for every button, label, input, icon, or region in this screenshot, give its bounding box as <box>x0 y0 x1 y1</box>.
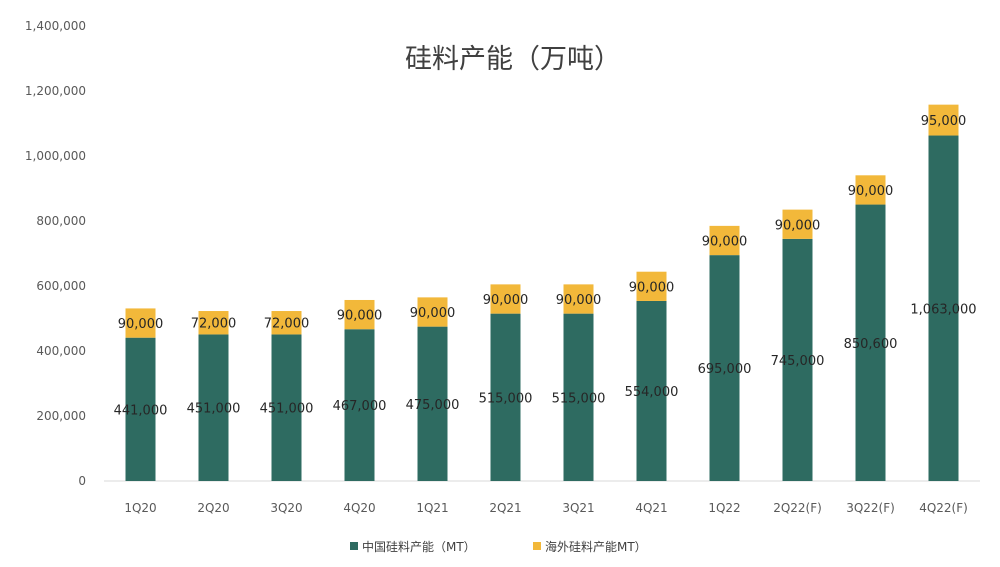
bar-china <box>928 135 959 481</box>
data-label-china: 451,000 <box>260 402 314 417</box>
y-tick-label: 1,000,000 <box>25 149 86 163</box>
y-tick-label: 1,400,000 <box>25 19 86 33</box>
data-label-china: 554,000 <box>625 385 679 400</box>
bar-overseas <box>490 284 521 314</box>
data-label-china: 515,000 <box>479 391 533 406</box>
x-tick-label: 4Q22(F) <box>919 501 968 515</box>
legend-swatch <box>533 542 541 550</box>
data-label-overseas: 90,000 <box>556 293 602 308</box>
y-tick-label: 1,200,000 <box>25 84 86 98</box>
bar-china <box>271 334 302 481</box>
x-tick-label: 1Q22 <box>708 501 740 515</box>
chart-title: 硅料产能（万吨） <box>405 44 621 75</box>
data-label-china: 515,000 <box>552 391 606 406</box>
bar-overseas <box>417 297 448 327</box>
data-label-overseas: 90,000 <box>410 306 456 321</box>
data-label-china: 467,000 <box>333 399 387 414</box>
y-axis-ticks: 0 200,000 400,000 600,000 800,000 1,000,000 1,… <box>25 19 86 488</box>
bar-overseas <box>636 271 667 301</box>
data-label-china: 1,063,000 <box>910 302 976 317</box>
bar-overseas <box>271 311 302 335</box>
x-tick-label: 1Q20 <box>124 501 156 515</box>
x-tick-label: 2Q22(F) <box>773 501 822 515</box>
data-label-overseas: 90,000 <box>118 317 164 332</box>
bar-overseas <box>563 284 594 314</box>
bar-china <box>855 204 886 481</box>
y-tick-label: 0 <box>78 474 86 488</box>
bar-china <box>563 313 594 481</box>
bar-overseas <box>855 175 886 205</box>
y-tick-label: 200,000 <box>36 409 86 423</box>
x-tick-label: 3Q22(F) <box>846 501 895 515</box>
bar-overseas <box>709 225 740 256</box>
x-tick-label: 2Q21 <box>489 501 521 515</box>
bars <box>125 104 959 481</box>
data-label-overseas: 90,000 <box>337 309 383 324</box>
data-label-overseas: 90,000 <box>848 184 894 199</box>
x-tick-label: 2Q20 <box>197 501 229 515</box>
data-label-overseas: 72,000 <box>264 317 310 332</box>
legend-swatch <box>350 542 358 550</box>
data-label-china: 475,000 <box>406 398 460 413</box>
bar-overseas <box>198 311 229 335</box>
bar-china <box>344 329 375 481</box>
bar-overseas <box>782 209 813 239</box>
data-label-overseas: 90,000 <box>702 235 748 250</box>
data-labels: 441,000 90,000 451,000 72,000 451,000 72,000 4… <box>114 114 977 418</box>
x-tick-label: 3Q20 <box>270 501 302 515</box>
data-label-china: 451,000 <box>187 402 241 417</box>
bar-overseas <box>344 299 375 330</box>
legend-label: 海外硅料产能MT） <box>545 539 647 554</box>
bar-china <box>125 337 156 481</box>
y-tick-label: 800,000 <box>36 214 86 228</box>
data-label-overseas: 72,000 <box>191 317 237 332</box>
data-label-overseas: 95,000 <box>921 114 967 129</box>
data-label-overseas: 90,000 <box>483 293 529 308</box>
y-tick-label: 400,000 <box>36 344 86 358</box>
bar-china <box>782 238 813 481</box>
legend: 中国硅料产能（MT） 海外硅料产能MT） <box>350 539 647 554</box>
x-tick-label: 4Q20 <box>343 501 375 515</box>
bar-china <box>709 255 740 481</box>
bar-china <box>198 334 229 481</box>
x-tick-label: 4Q21 <box>635 501 667 515</box>
data-label-overseas: 90,000 <box>775 218 821 233</box>
data-label-china: 695,000 <box>698 362 752 377</box>
data-label-china: 745,000 <box>771 354 825 369</box>
x-tick-label: 3Q21 <box>562 501 594 515</box>
bar-overseas <box>125 308 156 338</box>
bar-china <box>417 326 448 481</box>
data-label-overseas: 90,000 <box>629 280 675 295</box>
data-label-china: 850,600 <box>844 337 898 352</box>
bar-overseas <box>928 104 959 136</box>
x-tick-label: 1Q21 <box>416 501 448 515</box>
legend-label: 中国硅料产能（MT） <box>362 539 476 554</box>
bar-china <box>636 300 667 481</box>
y-tick-label: 600,000 <box>36 279 86 293</box>
data-label-china: 441,000 <box>114 403 168 418</box>
bar-china <box>490 313 521 481</box>
x-axis-ticks: 1Q20 2Q20 3Q20 4Q20 1Q21 2Q21 3Q21 4Q21 1Q22 2Q22… <box>124 501 967 515</box>
